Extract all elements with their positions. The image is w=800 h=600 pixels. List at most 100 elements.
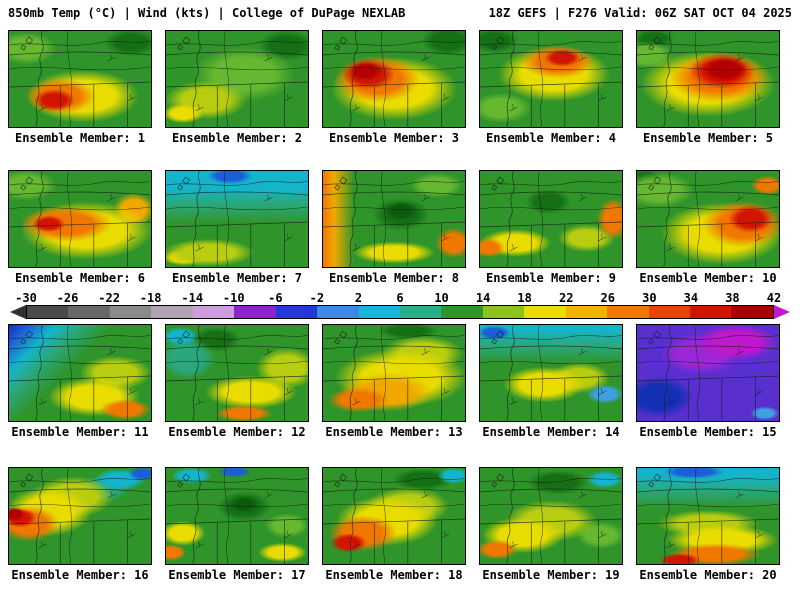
map-outline-overlay (166, 325, 308, 421)
ensemble-member-label: Ensemble Member: 20 (639, 568, 777, 582)
ensemble-map[interactable] (479, 324, 623, 422)
colorbar-tick: 6 (396, 291, 404, 305)
colorbar-segment (109, 306, 152, 318)
ensemble-map[interactable] (322, 30, 466, 128)
ensemble-panel: Ensemble Member: 15 (636, 324, 780, 439)
ensemble-panel: Ensemble Member: 3 (322, 30, 466, 145)
map-outline-overlay (480, 171, 622, 267)
colorbar-segment (317, 306, 359, 318)
ensemble-map[interactable] (322, 467, 466, 565)
ensemble-map[interactable] (165, 170, 309, 268)
temperature-colorbar: -30 -26 -22 -18 -14 -10 -6 -2 2 6 10 14 18 22 26 30 34 38… (10, 291, 790, 319)
ensemble-map[interactable] (636, 30, 780, 128)
ensemble-member-label: Ensemble Member: 11 (11, 425, 149, 439)
ensemble-map[interactable] (8, 467, 152, 565)
map-outline-overlay (323, 325, 465, 421)
colorbar-segment (731, 306, 773, 318)
map-outline-overlay (323, 31, 465, 127)
ensemble-panel: Ensemble Member: 7 (165, 170, 309, 285)
ensemble-forecast-page: 850mb Temp (°C) | Wind (kts) | College o… (0, 6, 800, 582)
ensemble-map[interactable] (636, 170, 780, 268)
ensemble-map[interactable] (636, 467, 780, 565)
ensemble-panel: Ensemble Member: 11 (8, 324, 152, 439)
ensemble-member-label: Ensemble Member: 9 (485, 271, 617, 285)
ensemble-map[interactable] (322, 324, 466, 422)
map-outline-overlay (480, 325, 622, 421)
ensemble-map[interactable] (8, 170, 152, 268)
ensemble-panel: Ensemble Member: 2 (165, 30, 309, 145)
model-run-info: 18Z GEFS | F276 Valid: 06Z SAT OCT 04 20… (488, 6, 792, 20)
ensemble-member-label: Ensemble Member: 5 (642, 131, 774, 145)
colorbar-segment (690, 306, 732, 318)
colorbar-segment (27, 306, 69, 318)
ensemble-panel: Ensemble Member: 16 (8, 467, 152, 582)
colorbar-right-arrow (774, 305, 790, 319)
ensemble-map[interactable] (165, 324, 309, 422)
ensemble-map[interactable] (165, 30, 309, 128)
ensemble-map[interactable] (8, 324, 152, 422)
ensemble-member-label: Ensemble Member: 3 (328, 131, 460, 145)
ensemble-member-label: Ensemble Member: 12 (168, 425, 306, 439)
product-title: 850mb Temp (°C) | Wind (kts) | College o… (8, 6, 406, 20)
map-outline-overlay (166, 31, 308, 127)
map-outline-overlay (637, 325, 779, 421)
colorbar-segment (68, 306, 110, 318)
ensemble-panel: Ensemble Member: 17 (165, 467, 309, 582)
ensemble-panel: Ensemble Member: 1 (8, 30, 152, 145)
colorbar-tick: 18 (517, 291, 532, 305)
ensemble-panel: Ensemble Member: 9 (479, 170, 623, 285)
ensemble-map[interactable] (636, 324, 780, 422)
colorbar-segment (399, 306, 442, 318)
ensemble-map[interactable] (165, 467, 309, 565)
ensemble-map[interactable] (322, 170, 466, 268)
ensemble-map[interactable] (479, 30, 623, 128)
colorbar-segment (607, 306, 649, 318)
colorbar-tick: 38 (725, 291, 740, 305)
colorbar-segment (482, 306, 525, 318)
map-outline-overlay (166, 171, 308, 267)
ensemble-member-label: Ensemble Member: 10 (639, 271, 777, 285)
colorbar-tick: 10 (434, 291, 449, 305)
colorbar-segment (441, 306, 483, 318)
colorbar-segment (192, 306, 235, 318)
ensemble-row-2: Ensemble Member: 6 (0, 170, 800, 285)
colorbar-tick: -22 (98, 291, 120, 305)
colorbar-tick: -10 (222, 291, 245, 305)
map-outline-overlay (9, 171, 151, 267)
ensemble-member-label: Ensemble Member: 15 (639, 425, 777, 439)
colorbar-segment (524, 306, 566, 318)
map-outline-overlay (9, 31, 151, 127)
ensemble-member-label: Ensemble Member: 17 (168, 568, 306, 582)
map-outline-overlay (166, 468, 308, 564)
ensemble-map[interactable] (479, 467, 623, 565)
ensemble-map[interactable] (8, 30, 152, 128)
ensemble-panel: Ensemble Member: 19 (479, 467, 623, 582)
colorbar-bar (10, 305, 790, 319)
colorbar-tick: 2 (354, 291, 363, 305)
ensemble-member-label: Ensemble Member: 7 (171, 271, 303, 285)
map-outline-overlay (637, 171, 779, 267)
ensemble-member-label: Ensemble Member: 2 (171, 131, 303, 145)
ensemble-panel: Ensemble Member: 4 (479, 30, 623, 145)
ensemble-member-label: Ensemble Member: 16 (11, 568, 149, 582)
colorbar-segment (648, 306, 690, 318)
colorbar-tick: -2 (309, 291, 325, 305)
colorbar-segment (565, 306, 608, 318)
colorbar-segment (275, 306, 318, 318)
colorbar-segment (151, 306, 193, 318)
colorbar-tick: 34 (683, 291, 699, 305)
colorbar-segment (234, 306, 276, 318)
colorbar-tick: 26 (600, 291, 615, 305)
colorbar-tick: 22 (558, 291, 574, 305)
ensemble-map[interactable] (479, 170, 623, 268)
colorbar-segments (26, 305, 774, 319)
colorbar-tick-labels: -30 -26 -22 -18 -14 -10 -6 -2 2 6 10 14 18 22 26 30 34 38… (15, 291, 781, 305)
ensemble-member-label: Ensemble Member: 19 (482, 568, 620, 582)
map-outline-overlay (637, 468, 779, 564)
ensemble-member-label: Ensemble Member: 4 (485, 131, 617, 145)
ensemble-member-label: Ensemble Member: 13 (325, 425, 463, 439)
ensemble-panel: Ensemble Member: 20 (636, 467, 780, 582)
colorbar-segment (358, 306, 400, 318)
colorbar-tick: -6 (268, 291, 283, 305)
map-outline-overlay (480, 468, 622, 564)
